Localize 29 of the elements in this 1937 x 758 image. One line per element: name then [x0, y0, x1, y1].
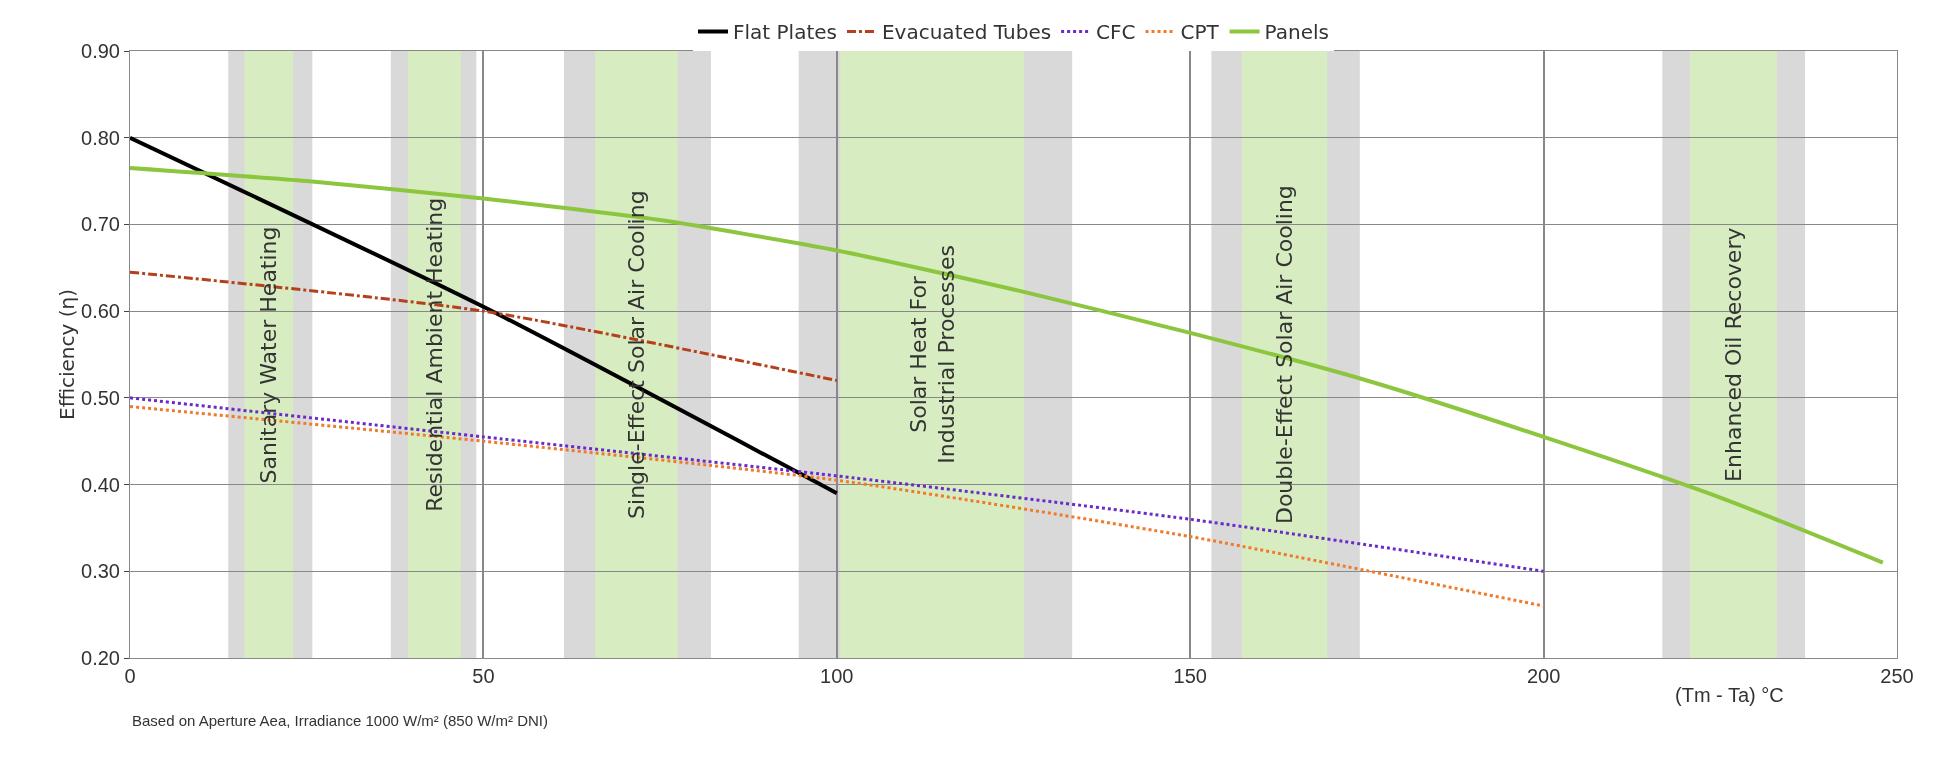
y-tick-label: 0.80 — [81, 126, 120, 149]
band-label: Solar Heat For Industrial Processes — [905, 245, 960, 464]
x-tick-label: 150 — [1173, 665, 1207, 687]
x-axis-title: (Tm - Ta) °C — [1675, 684, 1784, 706]
y-tick-label: 0.70 — [81, 213, 120, 236]
band-label: Enhanced Oil Recovery — [1720, 227, 1746, 482]
band-label: Sanitary Water Heating — [256, 226, 282, 484]
y-tick-label: 0.90 — [81, 40, 120, 62]
x-tick-label: 250 — [1880, 665, 1914, 687]
legend-label: CFC — [1096, 20, 1136, 45]
legend-label: CPT — [1180, 20, 1220, 45]
y-tick-label: 0.60 — [81, 300, 120, 323]
legend-label: Flat Plates — [733, 20, 837, 45]
band-label: Single-Effect Solar Air Cooling — [623, 190, 649, 519]
legend-label: Evacuated Tubes — [881, 20, 1052, 45]
band-label: Residential Ambient Heating — [421, 197, 447, 512]
text: Based on Aperture Aea, Irradiance 1000 W/m² (850 W/m² DNI) — [132, 712, 549, 729]
line-series — [130, 166, 1885, 565]
legend-label: Panels — [1264, 20, 1329, 45]
x-tick-label: 100 — [820, 665, 854, 687]
y-tick-label: 0.50 — [81, 386, 120, 409]
y-axis-title: Efficiency (η) — [55, 289, 80, 420]
y-tick-label: 0.20 — [81, 647, 120, 669]
x-tick-label: 200 — [1526, 665, 1561, 687]
band-label: Double-Effect Solar Air Cooling — [1272, 185, 1298, 525]
y-tick-label: 0.30 — [81, 560, 120, 583]
x-tick-label: 50 — [472, 665, 495, 687]
y-tick-label: 0.40 — [81, 473, 120, 496]
x-tick-label: 0 — [124, 665, 136, 687]
